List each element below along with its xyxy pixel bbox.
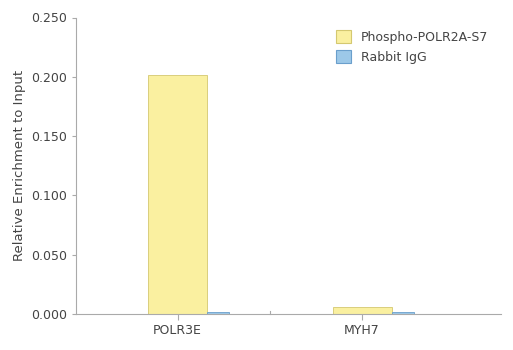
Bar: [148, 75, 207, 314]
Y-axis label: Relative Enrichment to Input: Relative Enrichment to Input: [12, 70, 26, 261]
Bar: [391, 312, 414, 314]
Bar: [207, 312, 229, 314]
Bar: [332, 307, 391, 314]
Legend: Phospho-POLR2A-S7, Rabbit IgG: Phospho-POLR2A-S7, Rabbit IgG: [329, 24, 494, 70]
